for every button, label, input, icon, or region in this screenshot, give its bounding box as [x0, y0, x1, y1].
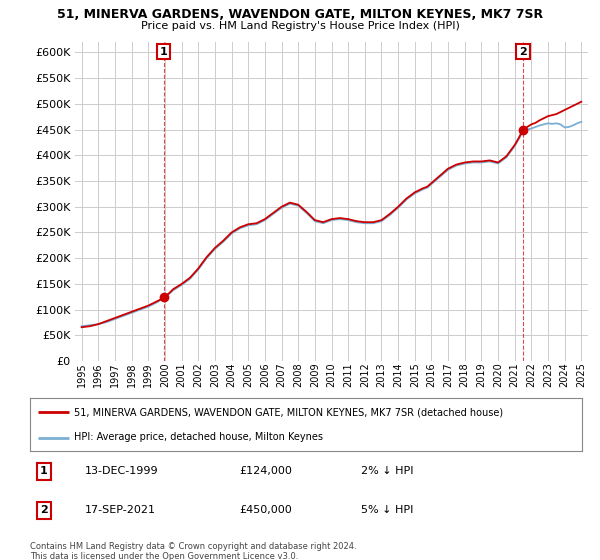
- Text: 17-SEP-2021: 17-SEP-2021: [85, 506, 156, 515]
- Text: 51, MINERVA GARDENS, WAVENDON GATE, MILTON KEYNES, MK7 7SR: 51, MINERVA GARDENS, WAVENDON GATE, MILT…: [57, 8, 543, 21]
- Text: £124,000: £124,000: [240, 466, 293, 477]
- Text: HPI: Average price, detached house, Milton Keynes: HPI: Average price, detached house, Milt…: [74, 432, 323, 442]
- Text: 5% ↓ HPI: 5% ↓ HPI: [361, 506, 413, 515]
- Text: Price paid vs. HM Land Registry's House Price Index (HPI): Price paid vs. HM Land Registry's House …: [140, 21, 460, 31]
- Text: Contains HM Land Registry data © Crown copyright and database right 2024.
This d: Contains HM Land Registry data © Crown c…: [30, 542, 356, 560]
- Text: 2: 2: [40, 506, 47, 515]
- Text: 2: 2: [519, 46, 527, 57]
- Text: 51, MINERVA GARDENS, WAVENDON GATE, MILTON KEYNES, MK7 7SR (detached house): 51, MINERVA GARDENS, WAVENDON GATE, MILT…: [74, 408, 503, 418]
- Text: 13-DEC-1999: 13-DEC-1999: [85, 466, 159, 477]
- Text: 1: 1: [40, 466, 47, 477]
- Text: 2% ↓ HPI: 2% ↓ HPI: [361, 466, 414, 477]
- Text: 1: 1: [160, 46, 167, 57]
- Text: £450,000: £450,000: [240, 506, 293, 515]
